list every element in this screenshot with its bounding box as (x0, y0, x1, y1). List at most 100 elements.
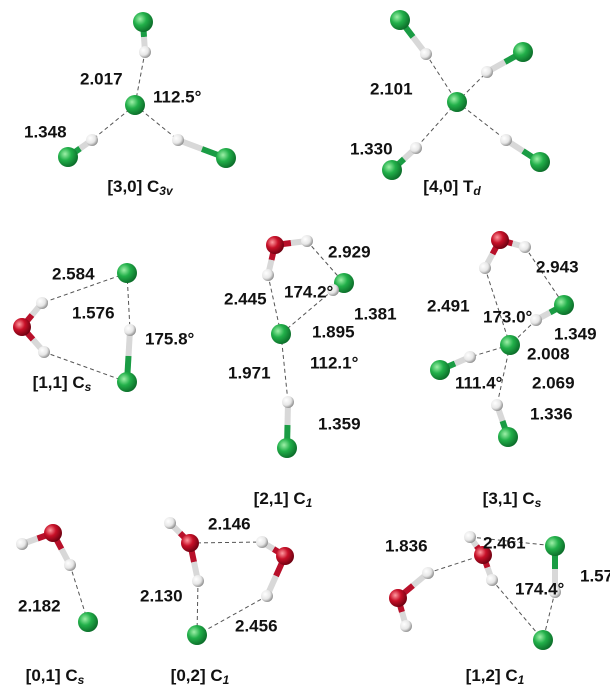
label-subscript: s (85, 380, 92, 394)
atom (500, 134, 512, 146)
atom (513, 42, 533, 62)
atom (117, 263, 137, 283)
atom (44, 524, 62, 542)
measurement: 1.336 (530, 404, 573, 423)
structure-label: [0,1] Cs (26, 666, 85, 687)
measurement: 2.101 (370, 79, 413, 98)
atom (36, 297, 48, 309)
measurement: 1.576 (72, 303, 115, 322)
measurement: 2.943 (536, 257, 579, 276)
measurement: 173.0° (483, 307, 533, 326)
atom (266, 236, 284, 254)
atom (400, 620, 412, 632)
measurement: 2.584 (52, 264, 95, 283)
label-name: [2,1] C (254, 489, 306, 508)
atom (389, 589, 407, 607)
measurement: 2.008 (527, 344, 570, 363)
measurement: 2.130 (140, 586, 183, 605)
atom (38, 346, 50, 358)
atom (261, 590, 273, 602)
measurement: 112.5° (153, 87, 202, 106)
atom (262, 269, 274, 281)
atom (410, 142, 422, 154)
atom (125, 95, 145, 115)
label-subscript: s (535, 496, 542, 510)
atom (271, 324, 291, 344)
atom (117, 372, 137, 392)
measurement: 2.491 (427, 296, 470, 315)
atom (13, 318, 31, 336)
measurement: 2.017 (80, 69, 123, 88)
atom (58, 147, 78, 167)
atom (301, 235, 313, 247)
atoms (13, 10, 574, 650)
measurement: 2.182 (18, 596, 61, 615)
label-subscript: 1 (518, 673, 525, 687)
atom (530, 152, 550, 172)
atom (187, 625, 207, 645)
label-name: [3,0] C (107, 177, 159, 196)
atom (64, 559, 76, 571)
label-name: [1,2] C (466, 666, 518, 685)
atom (500, 335, 520, 355)
atom (447, 92, 467, 112)
measurement: 1.349 (554, 324, 597, 343)
figure: 2.017112.5°1.348[3,0] C3v2.1011.330[4,0]… (0, 0, 610, 688)
label-name: [3,1] C (483, 489, 535, 508)
atom (486, 574, 498, 586)
atom (192, 575, 204, 587)
measurement: 174.4° (515, 579, 565, 598)
atom (181, 534, 199, 552)
atom (519, 241, 531, 253)
measurement: 2.461 (483, 533, 526, 552)
atom (16, 538, 28, 550)
structure-label: [3,0] C3v (107, 177, 174, 198)
measurement: 175.8° (145, 329, 195, 348)
measurement: 1.895 (312, 322, 355, 341)
measurement: 1.330 (350, 139, 393, 158)
h-bond (190, 542, 262, 543)
measurement: 2.445 (224, 289, 267, 308)
atom (256, 536, 268, 548)
label-subscript: 1 (306, 496, 313, 510)
atom (276, 547, 294, 565)
atom (422, 567, 434, 579)
atom (491, 399, 503, 411)
atom (498, 427, 518, 447)
atom (491, 231, 509, 249)
measurement: 112.1° (310, 353, 359, 372)
measurement: 1.575 (580, 566, 610, 585)
atom (533, 630, 553, 650)
atom (481, 66, 493, 78)
structure-label: [1,1] Cs (33, 373, 92, 394)
atom (133, 12, 153, 32)
structure-label: [1,2] C1 (466, 666, 525, 687)
measurement: 2.146 (208, 514, 251, 533)
atom (172, 134, 184, 146)
label-subscript: d (473, 184, 481, 198)
label-name: [1,1] C (33, 373, 85, 392)
measurement: 1.359 (318, 414, 361, 433)
measurement: 1.836 (385, 536, 428, 555)
label-name: [0,2] C (171, 666, 223, 685)
measurement: 1.971 (228, 363, 271, 382)
atom (382, 160, 402, 180)
atom (78, 612, 98, 632)
atom (216, 148, 236, 168)
atom (164, 517, 176, 529)
measurement: 2.929 (328, 242, 371, 261)
label-subscript: 1 (223, 673, 230, 687)
structure-label: [0,2] C1 (171, 666, 230, 687)
measurement: 2.456 (235, 616, 278, 635)
h-bond (281, 334, 288, 402)
measurement: 174.2° (284, 282, 334, 301)
atom (390, 10, 410, 30)
label-name: [4,0] T (423, 177, 474, 196)
label-name: [0,1] C (26, 666, 78, 685)
atom (282, 396, 294, 408)
label-subscript: 3v (159, 184, 174, 198)
atom (420, 48, 432, 60)
measurement: 1.381 (354, 304, 397, 323)
atom (139, 46, 151, 58)
atom (277, 438, 297, 458)
